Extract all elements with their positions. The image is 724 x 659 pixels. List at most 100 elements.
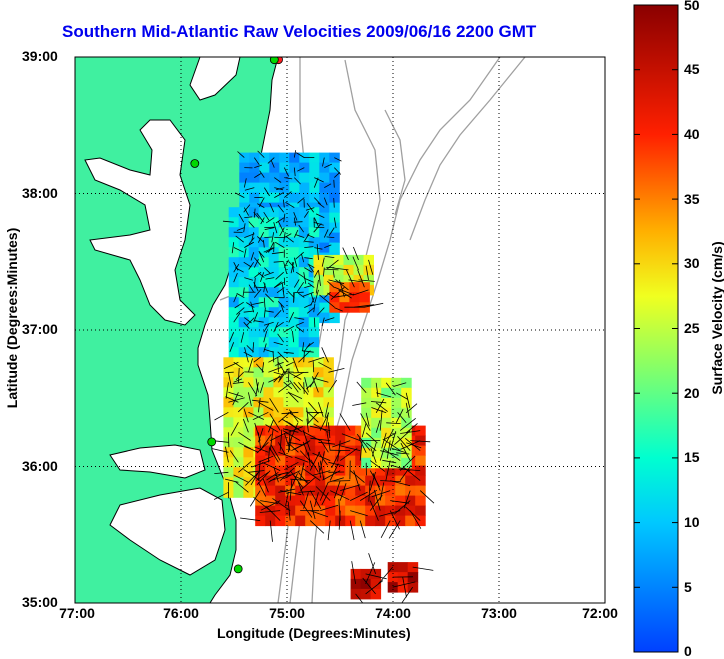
velocity-arrow: [318, 361, 332, 370]
velocity-arrow: [314, 289, 319, 304]
velocity-arrow: [390, 480, 411, 487]
velocity-cell: [288, 347, 300, 358]
velocity-cell: [273, 407, 284, 418]
velocity-cell: [278, 277, 290, 288]
velocity-arrow: [242, 418, 249, 433]
velocity-cell: [343, 254, 354, 266]
velocity-arrow: [318, 269, 321, 286]
velocity-arrow: [368, 480, 371, 502]
velocity-arrow: [281, 411, 299, 415]
velocity-arrow: [294, 177, 301, 185]
velocity-cell: [345, 435, 356, 447]
velocity-cell: [265, 425, 276, 437]
velocity-cell: [395, 495, 406, 507]
velocity-arrow: [274, 471, 289, 477]
velocity-arrow: [410, 440, 431, 443]
velocity-cell: [309, 162, 320, 174]
x-tick-label: 75:00: [269, 605, 305, 621]
velocity-cell: [259, 162, 270, 174]
velocity-arrow: [403, 467, 421, 481]
velocity-cell: [401, 377, 412, 389]
velocity-cell: [333, 274, 344, 286]
velocity-arrow: [304, 257, 313, 260]
velocity-arrow: [243, 310, 255, 313]
velocity-cell: [355, 445, 366, 457]
x-tick-label: 76:00: [163, 605, 199, 621]
velocity-cell: [288, 327, 300, 338]
velocity-arrow: [405, 506, 421, 521]
velocity-arrow: [238, 367, 240, 383]
radar-sites: [190, 57, 283, 574]
velocity-cell: [233, 397, 244, 408]
velocity-arrow: [361, 422, 367, 438]
plot-frame: [74, 56, 606, 604]
velocity-arrow: [319, 412, 330, 431]
velocity-arrow: [235, 192, 245, 198]
velocity-cell: [323, 387, 334, 398]
velocity-arrow: [401, 586, 414, 603]
velocity-arrow: [289, 380, 299, 393]
velocity-arrow: [263, 330, 268, 343]
velocity-arrow: [358, 279, 375, 282]
velocity-arrow: [269, 429, 274, 451]
velocity-arrow: [258, 455, 274, 463]
velocity-arrow: [312, 361, 315, 373]
velocity-arrow: [276, 187, 285, 191]
velocity-cell: [273, 367, 284, 378]
velocity-arrow: [248, 392, 252, 407]
x-tick-label: 73:00: [481, 605, 517, 621]
velocity-cell: [253, 357, 264, 368]
velocity-arrow: [405, 402, 410, 418]
velocity-arrow: [374, 489, 381, 511]
velocity-cell: [243, 457, 254, 468]
velocity-cell: [308, 237, 320, 248]
velocity-cell: [268, 207, 280, 218]
velocity-cell: [233, 407, 244, 418]
velocity-arrow: [253, 282, 259, 292]
velocity-arrow: [400, 430, 421, 434]
velocity-arrow: [294, 476, 309, 483]
velocity-cell: [365, 515, 376, 527]
velocity-cell: [315, 425, 326, 437]
velocity-cell: [415, 515, 426, 527]
velocity-arrow: [303, 382, 305, 394]
velocity-arrow: [243, 351, 253, 357]
velocity-arrow: [335, 279, 349, 291]
velocity-arrow: [316, 244, 319, 260]
velocity-cell: [371, 427, 382, 439]
velocity-arrow: [306, 407, 309, 423]
velocity-cell: [228, 297, 240, 308]
velocity-cell: [258, 297, 270, 308]
velocity-arrow: [265, 424, 279, 433]
velocity-arrow: [288, 261, 295, 268]
velocity-arrow: [323, 267, 325, 277]
velocity-cell: [295, 435, 306, 447]
velocity-arrow: [244, 187, 255, 191]
velocity-arrow: [234, 301, 244, 309]
velocity-arrow: [302, 468, 321, 481]
y-tick-label: 38:00: [22, 185, 58, 201]
velocity-arrow: [349, 520, 355, 541]
velocity-cell: [288, 267, 300, 278]
velocity-arrow: [272, 350, 275, 363]
velocity-cell: [370, 578, 382, 590]
velocity-arrow: [313, 317, 316, 328]
velocity-arrow: [258, 428, 264, 443]
velocity-arrow: [232, 381, 244, 384]
velocity-arrow: [404, 437, 421, 451]
velocity-arrow: [293, 381, 301, 391]
velocity-arrow: [400, 442, 411, 461]
velocity-cell: [415, 445, 426, 457]
velocity-cell: [395, 475, 406, 487]
velocity-arrow: [225, 446, 229, 463]
velocity-arrow: [305, 410, 319, 423]
velocity-arrow: [238, 431, 251, 441]
velocity-arrow: [333, 217, 337, 229]
velocity-arrow: [255, 378, 259, 393]
velocity-arrow: [230, 422, 239, 436]
velocity-cell: [243, 487, 254, 498]
velocity-arrow: [293, 217, 296, 226]
velocity-arrow: [235, 235, 244, 243]
velocity-arrow: [250, 301, 255, 313]
velocity-arrow: [321, 347, 329, 363]
